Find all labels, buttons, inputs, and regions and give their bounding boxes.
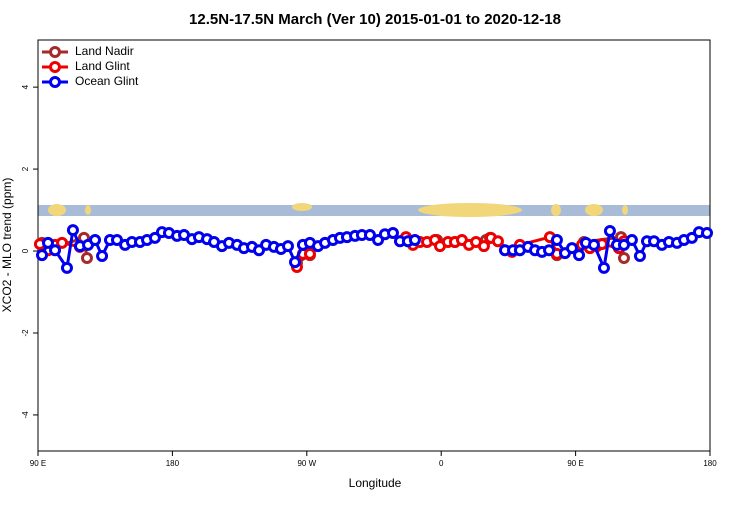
legend-label: Ocean Glint [75, 74, 139, 88]
land-patch [292, 203, 312, 211]
data-point [408, 233, 421, 246]
data-point [566, 242, 579, 255]
data-point [543, 244, 556, 257]
land-patch [585, 204, 603, 216]
data-point [96, 249, 109, 262]
data-point [281, 240, 294, 253]
data-point [386, 227, 399, 240]
data-point [363, 229, 376, 242]
data-point [49, 244, 62, 257]
x-axis-label: Longitude [349, 476, 402, 490]
data-point [56, 236, 69, 249]
y-tick-label: -4 [21, 411, 30, 419]
data-point [633, 249, 646, 262]
data-point [66, 224, 79, 237]
land-patch [85, 205, 91, 215]
data-point [80, 251, 93, 264]
ocean-strip [38, 205, 710, 216]
data-point [617, 251, 630, 264]
y-tick-label: 0 [21, 248, 30, 253]
data-point [603, 224, 616, 237]
x-tick-label: 0 [439, 459, 444, 468]
legend-marker [49, 46, 61, 58]
x-tick-label: 180 [166, 459, 180, 468]
y-axis-label: XCO2 - MLO trend (ppm) [0, 178, 14, 313]
data-point [550, 233, 563, 246]
land-patch [48, 204, 66, 216]
land-patch [418, 203, 522, 217]
data-point [491, 235, 504, 248]
legend-marker [49, 61, 61, 73]
y-tick-label: -2 [21, 329, 30, 337]
data-point [477, 240, 490, 253]
y-tick-label: 2 [21, 166, 30, 171]
map-strip [38, 203, 710, 217]
y-tick-label: 4 [21, 84, 30, 89]
legend-label: Land Nadir [75, 44, 134, 58]
x-tick-label: 90 E [30, 459, 46, 468]
data-point [110, 233, 123, 246]
data-point [701, 227, 714, 240]
data-point [597, 261, 610, 274]
x-tick-label: 90 W [297, 459, 316, 468]
data-point [36, 249, 49, 262]
data-point [625, 233, 638, 246]
land-patch [551, 204, 561, 216]
legend-marker [49, 76, 61, 88]
data-point [573, 249, 586, 262]
data-point [303, 247, 316, 260]
data-point [60, 261, 73, 274]
data-point [587, 238, 600, 251]
data-point [89, 233, 102, 246]
legend-label: Land Glint [75, 59, 130, 73]
series [36, 224, 714, 274]
data-point [289, 256, 302, 269]
data-point [42, 236, 55, 249]
chart-title: 12.5N-17.5N March (Ver 10) 2015-01-01 to… [189, 11, 561, 28]
x-tick-label: 90 E [567, 459, 583, 468]
land-patch [622, 205, 628, 215]
x-tick-label: 180 [703, 459, 717, 468]
